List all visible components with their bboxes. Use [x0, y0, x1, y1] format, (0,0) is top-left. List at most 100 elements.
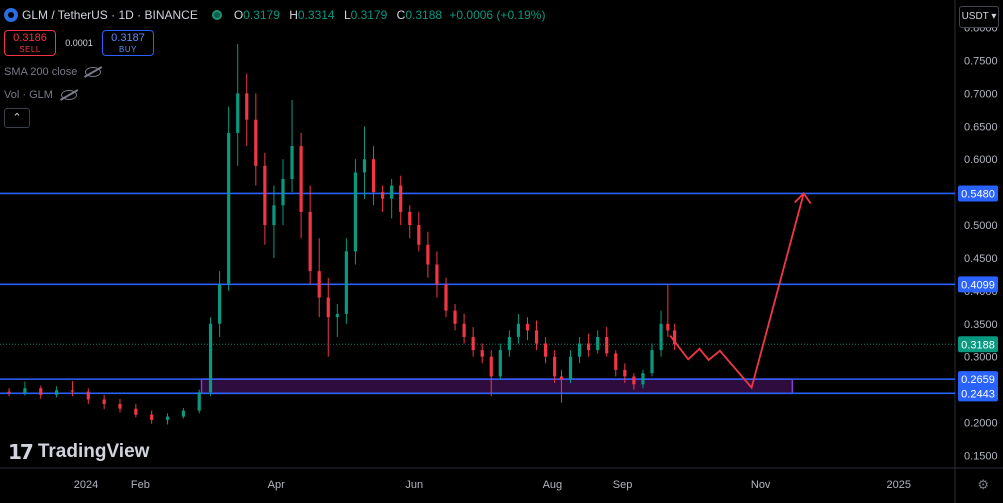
collapse-legend-button[interactable]: ⌃ — [4, 108, 30, 128]
y-tick-label: 0.3000 — [964, 352, 998, 364]
candle-body — [390, 185, 394, 199]
candle-body — [489, 356, 493, 377]
candle-body — [227, 132, 231, 285]
candle-body — [118, 404, 122, 409]
indicator-vol-label: Vol · GLM — [4, 89, 53, 101]
candle-body — [290, 146, 294, 179]
candle-body — [208, 323, 213, 393]
candle-body — [623, 369, 627, 377]
ohlc-change: +0.0006 (+0.19%) — [449, 8, 546, 22]
candle-body — [344, 251, 348, 314]
x-tick-label: Nov — [751, 479, 771, 491]
candle-body — [197, 392, 201, 411]
indicator-sma-label: SMA 200 close — [4, 66, 78, 78]
candle-body — [408, 211, 412, 226]
eye-hidden-icon[interactable] — [85, 67, 102, 77]
market-open-icon — [211, 10, 222, 20]
candle-body — [462, 323, 466, 337]
x-tick-label: 2025 — [887, 479, 911, 491]
price-label-bg — [958, 385, 998, 402]
candle-body — [326, 297, 330, 318]
buy-button[interactable]: 0.3187 BUY — [102, 30, 154, 56]
candle-body — [587, 343, 591, 351]
support-zone — [200, 378, 794, 395]
price-label: 0.4099 — [961, 279, 995, 291]
y-tick-label: 0.1500 — [964, 450, 998, 462]
price-label-bg — [958, 276, 998, 293]
x-tick-label: Sep — [613, 479, 633, 491]
candle-body — [317, 271, 321, 298]
ohlc-key: H — [289, 8, 298, 22]
x-tick-label: Apr — [268, 479, 285, 491]
candle-body — [217, 284, 222, 324]
candle-body — [308, 211, 312, 272]
candle-body — [299, 146, 303, 212]
forecast-path — [669, 193, 805, 390]
candle-body — [516, 323, 521, 337]
candle-body — [362, 159, 367, 173]
eye-hidden-icon[interactable] — [60, 90, 77, 100]
candle-body — [559, 376, 564, 380]
candle-body — [380, 192, 385, 199]
candle-body — [86, 391, 90, 400]
candle-body — [605, 336, 609, 354]
candle-body — [614, 353, 618, 370]
y-tick-label: 0.5000 — [964, 220, 998, 232]
y-tick-label: 0.2000 — [964, 418, 998, 430]
y-tick-label: 0.7500 — [964, 55, 998, 67]
symbol-title[interactable]: GLM / TetherUS · 1D · BINANCE — [22, 8, 198, 22]
candle-body — [596, 336, 600, 351]
candle-body — [281, 178, 285, 206]
price-label-bg — [958, 336, 998, 353]
candle-body — [263, 165, 267, 226]
candle-body — [70, 390, 75, 392]
candle-body — [525, 323, 530, 331]
candle-body — [632, 376, 636, 385]
x-tick-label: 2024 — [74, 479, 98, 491]
candle-body — [181, 410, 185, 417]
sell-button[interactable]: 0.3186 SELL — [4, 30, 56, 56]
sell-label: SELL — [19, 45, 41, 54]
x-tick-label: Feb — [131, 479, 150, 491]
y-tick-label: 0.3500 — [964, 319, 998, 331]
candle-body — [480, 350, 484, 357]
ohlc-values: O0.3179 H0.3314 L0.3179 C0.3188 +0.0006 … — [232, 8, 550, 22]
ohlc-key: O — [233, 8, 244, 22]
ohlc-value: 0.3188 — [405, 8, 443, 22]
candle-body — [54, 390, 59, 395]
y-tick-label: 0.6000 — [964, 154, 998, 166]
ohlc-value: 0.3179 — [243, 8, 280, 22]
forecast-arrowhead — [794, 192, 812, 204]
ohlc-key: C — [396, 8, 406, 22]
indicator-sma[interactable]: SMA 200 close — [4, 66, 102, 78]
candle-body — [39, 388, 43, 395]
gear-icon[interactable]: ⚙ — [977, 477, 989, 492]
candle-body — [659, 323, 663, 351]
y-tick-label: 0.6500 — [964, 121, 998, 133]
trade-panel: 0.3186 SELL 0.0001 0.3187 BUY — [4, 30, 154, 56]
indicator-volume[interactable]: Vol · GLM — [4, 89, 77, 101]
candle-body — [471, 336, 475, 351]
candle-body — [568, 356, 573, 380]
ohlc-value: 0.3179 — [350, 8, 388, 22]
candle-body — [353, 172, 358, 252]
tradingview-logo: 17 TradingView — [8, 440, 149, 464]
currency-selector[interactable]: USDT ▾ — [959, 6, 999, 28]
candle-body — [650, 350, 654, 374]
candle-body — [673, 330, 677, 345]
price-label: 0.3188 — [961, 339, 995, 351]
candle-body — [507, 336, 511, 351]
price-label-bg — [958, 371, 998, 388]
price-label: 0.2659 — [961, 374, 995, 386]
price-label-bg — [958, 185, 998, 202]
candle-body — [426, 244, 430, 265]
x-tick-label: Aug — [543, 479, 563, 491]
candle-body — [7, 391, 11, 393]
candle-body — [399, 185, 403, 212]
spread-value: 0.0001 — [65, 38, 93, 48]
candle-body — [577, 343, 582, 357]
symbol-header: GLM / TetherUS · 1D · BINANCE O0.3179 H0… — [4, 6, 549, 24]
candle-body — [371, 159, 376, 193]
